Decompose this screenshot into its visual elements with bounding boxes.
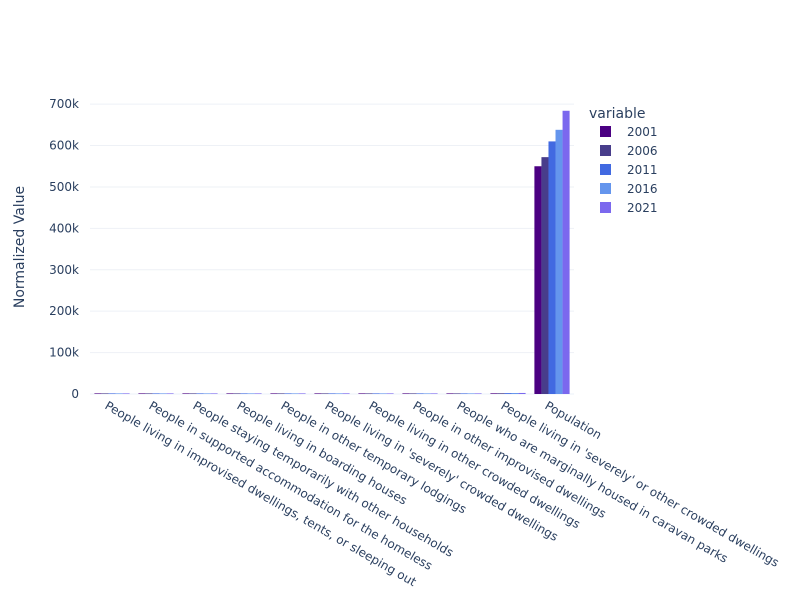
bar[interactable] [321, 393, 329, 394]
legend-title: variable [589, 106, 645, 122]
bar[interactable] [298, 393, 306, 394]
bar[interactable] [226, 393, 234, 394]
legend-item-2006[interactable]: 2006 [600, 144, 658, 158]
legend-label: 2021 [627, 201, 658, 215]
legend-item-2016[interactable]: 2016 [600, 182, 658, 196]
bar[interactable] [145, 393, 153, 394]
bar[interactable] [138, 393, 146, 394]
legend-label: 2011 [627, 163, 658, 177]
bar[interactable] [365, 393, 373, 394]
bar[interactable] [453, 393, 461, 394]
bar[interactable] [511, 393, 519, 394]
legend-swatch [600, 164, 611, 175]
y-axis-title: Normalized Value [12, 186, 28, 308]
y-tick-label: 500k [49, 180, 79, 194]
bar[interactable] [314, 393, 322, 394]
bar[interactable] [416, 393, 424, 394]
bar[interactable] [115, 393, 123, 394]
bar[interactable] [254, 393, 262, 394]
bar[interactable] [196, 393, 204, 394]
legend-swatch [600, 145, 611, 156]
bar[interactable] [108, 393, 116, 394]
y-tick-label: 100k [49, 346, 79, 360]
bar[interactable] [240, 393, 248, 394]
bar[interactable] [247, 393, 255, 394]
bar[interactable] [379, 393, 387, 394]
legend-swatch [600, 183, 611, 194]
x-axis-ticks: People living in improvised dwellings, t… [103, 398, 782, 589]
bar[interactable] [277, 393, 285, 394]
bar[interactable] [159, 393, 167, 394]
legend-item-2001[interactable]: 2001 [600, 125, 658, 139]
bar[interactable] [291, 393, 299, 394]
legend-item-2011[interactable]: 2011 [600, 163, 658, 177]
bar[interactable] [335, 393, 343, 394]
bar[interactable] [94, 393, 102, 394]
bar[interactable] [372, 393, 380, 394]
bar[interactable] [409, 393, 417, 394]
bar[interactable] [166, 393, 174, 394]
bar[interactable] [562, 110, 570, 394]
bar[interactable] [402, 393, 410, 394]
bar[interactable] [284, 393, 292, 394]
bar[interactable] [460, 393, 468, 394]
bar[interactable] [358, 393, 366, 394]
y-axis-ticks: 0 100k 200k 300k 400k 500k 600k 700k [49, 97, 79, 401]
legend[interactable]: variable 2001 2006 2011 2016 2021 [589, 106, 658, 215]
bar[interactable] [534, 166, 542, 394]
bar[interactable] [101, 393, 109, 394]
bar[interactable] [474, 393, 482, 394]
y-tick-label: 0 [71, 387, 79, 401]
bar[interactable] [233, 393, 241, 394]
bar[interactable] [446, 393, 454, 394]
legend-swatch [600, 126, 611, 137]
bar[interactable] [386, 393, 394, 394]
bars [94, 110, 570, 394]
bar[interactable] [555, 129, 563, 394]
bar[interactable] [182, 393, 190, 394]
bar[interactable] [189, 393, 197, 394]
bar[interactable] [122, 393, 130, 394]
legend-label: 2016 [627, 182, 658, 196]
bar[interactable] [467, 393, 475, 394]
bar[interactable] [342, 393, 350, 394]
bar[interactable] [270, 393, 278, 394]
bar[interactable] [548, 141, 556, 394]
legend-item-2021[interactable]: 2021 [600, 201, 658, 215]
bar[interactable] [541, 157, 549, 394]
y-tick-label: 400k [49, 221, 79, 235]
bar[interactable] [518, 392, 526, 394]
legend-swatch [600, 202, 611, 213]
grid-lines [90, 103, 574, 395]
bar[interactable] [430, 393, 438, 394]
legend-label: 2001 [627, 125, 658, 139]
y-tick-label: 200k [49, 304, 79, 318]
bar[interactable] [504, 393, 512, 394]
bar[interactable] [152, 393, 160, 394]
bar[interactable] [490, 393, 498, 394]
y-tick-label: 300k [49, 263, 79, 277]
bar[interactable] [210, 393, 218, 394]
y-tick-label: 700k [49, 97, 79, 111]
bar[interactable] [203, 393, 211, 394]
bar[interactable] [328, 393, 336, 394]
bar[interactable] [423, 393, 431, 394]
bar[interactable] [497, 393, 505, 394]
legend-label: 2006 [627, 144, 658, 158]
y-tick-label: 600k [49, 139, 79, 153]
